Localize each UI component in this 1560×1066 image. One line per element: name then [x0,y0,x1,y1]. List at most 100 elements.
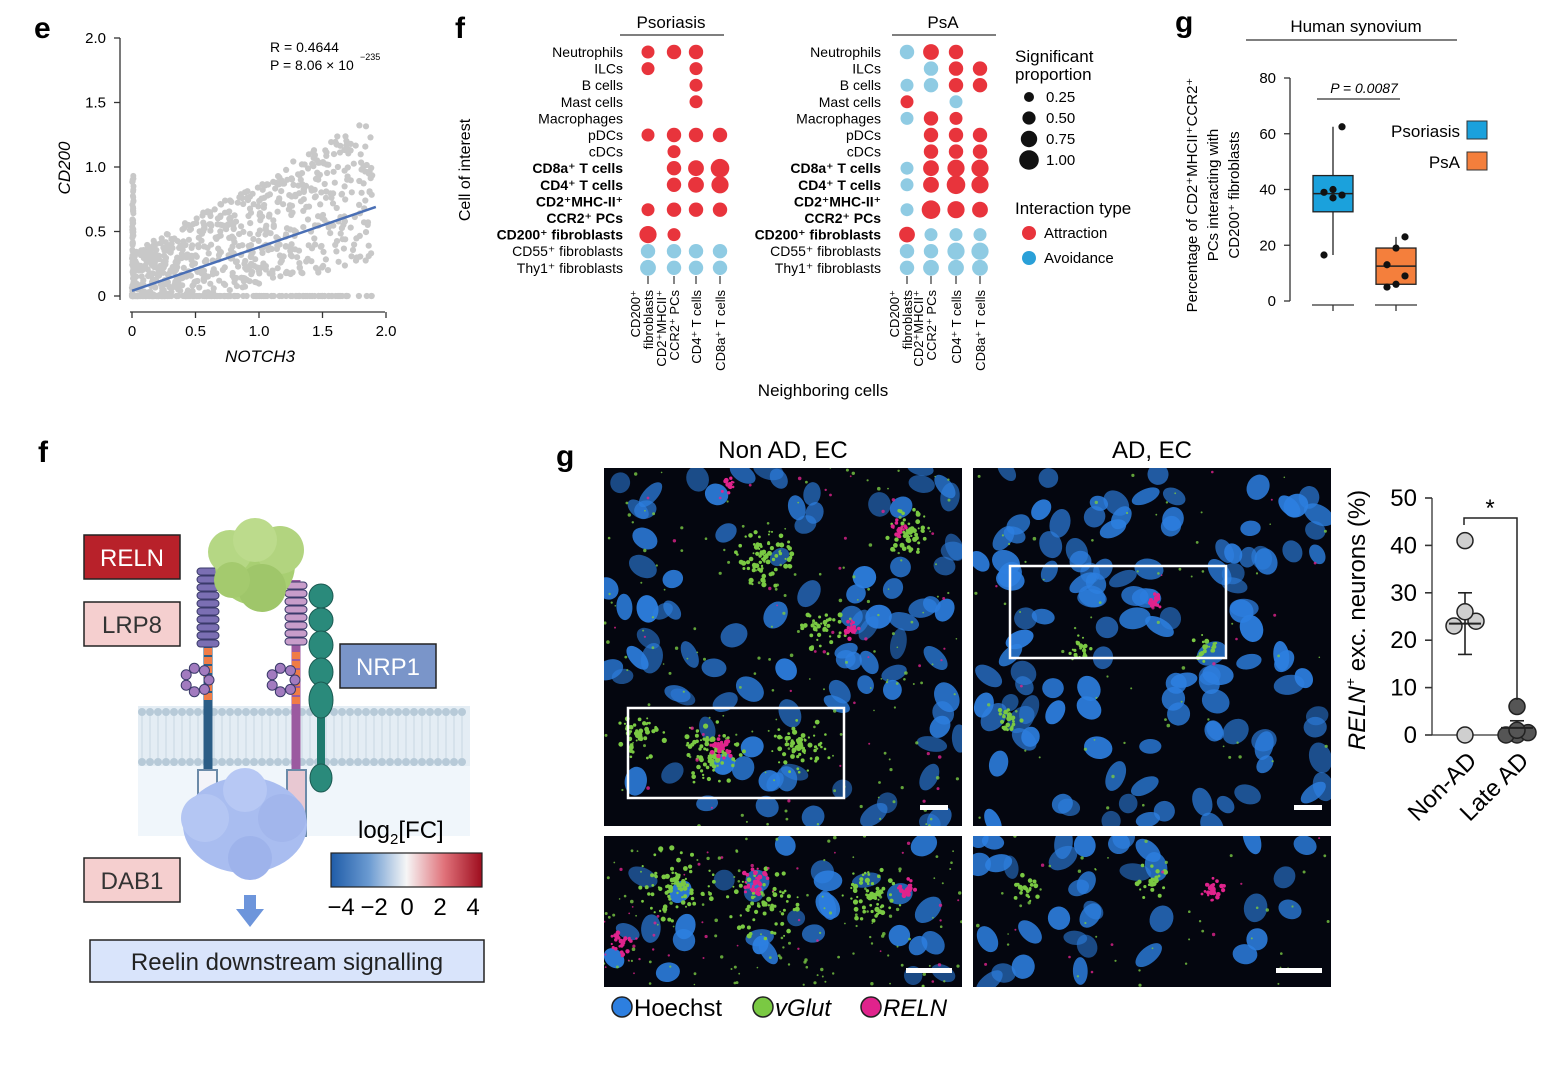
boxplot-y-tick-label: 20 [1259,237,1276,254]
attraction-dot [948,78,964,93]
scatter-point [304,216,312,223]
dotplot-column-label: CD2⁺MHCII⁺ [654,290,669,367]
scatter-point [295,182,302,189]
scatter-point [310,154,317,161]
dotplot-row-label: CD8a⁺ T cells [532,160,623,176]
scatter-point [337,230,344,237]
attraction-dot [972,127,988,143]
scatter-y-tick-label: 1.5 [85,95,106,112]
avoidance-dot [973,228,987,242]
scatter-point [274,208,281,215]
avoidance-dot [666,260,682,275]
scatter-point [247,209,255,216]
scatter-point [247,262,254,269]
scatter-point [196,292,203,300]
boxplot-ylabel: Percentage of CD2⁺MHCII⁺CCR2⁺ PCs intera… [1184,78,1243,313]
scatter-point [274,198,281,206]
attraction-dot [712,202,728,217]
scatter-point [129,192,136,199]
scatter-point [153,246,160,254]
scatter-point [312,264,320,271]
scatter-point [264,292,271,300]
scatter-point [323,188,330,195]
scatter-point [358,189,365,196]
scatter-point [260,204,267,211]
boxplot-groups [1312,123,1417,291]
scatter-point [256,292,263,300]
scatter-point [256,270,263,277]
scatter-point [145,292,152,300]
scatter-point [208,241,215,248]
dotplot-column-label: fibroblasts [641,290,656,350]
scatter-point [320,248,327,255]
scatter-point [254,184,261,191]
scatter-point [362,143,369,150]
avoidance-dot [923,78,939,93]
dotplot-dots-psoriasis [639,44,730,276]
dotplot-row-label: CD200⁺ fibroblasts [497,227,624,243]
scatter-point [150,292,157,300]
scatter-point [330,151,338,158]
scatter-point [319,264,326,271]
dotstrip-point [1445,617,1463,635]
avoidance-dot [640,259,656,276]
scatter-point [229,269,236,277]
scatter-point [248,268,255,276]
scatter-point [252,256,259,263]
scatter-point [269,274,277,281]
significance-star: * [1485,495,1494,522]
scatter-point [363,292,370,300]
scatter-point [342,196,349,203]
regression-line [131,205,377,293]
scatter-point [162,258,169,265]
scatter-x-ticks: 0 0.5 1.0 1.5 2.0 [128,312,396,340]
dotplot-row-label: Macrophages [538,110,623,126]
scatter-point [280,201,287,208]
legend-size-dot [1024,92,1034,102]
scatter-point [146,270,153,277]
panel-letter-g-bottom: g [556,440,574,473]
colorbar-tick-label: −4 [327,894,354,921]
scatter-point [138,273,145,280]
dotplot-row-label: CD55⁺ fibroblasts [770,243,881,259]
scatter-point [342,236,349,243]
scatter-plot: 0 0.5 1.0 1.5 2.0 0 0.5 1.0 1.5 2.0 NOTCH3 CD200… [55,30,396,366]
scatter-xlabel: NOTCH3 [225,347,295,366]
scatter-point [262,266,269,273]
scatter-point [186,226,193,233]
dotplot-row-label: Macrophages [796,110,881,126]
scatter-point [222,197,229,204]
boxplot-legend-psoriasis-swatch [1466,120,1488,140]
scatter-point [188,252,195,259]
scatter-point [182,292,189,300]
scatter-point [240,292,247,300]
scatter-point [158,235,165,242]
scatter-point [270,217,277,224]
boxplot-legend-psoriasis: Psoriasis [1391,122,1460,141]
dotstrip-y-tick-label: 40 [1390,532,1417,559]
avoidance-dot [899,244,915,259]
scatter-point [352,142,359,149]
scatter-point [169,236,176,243]
scatter-point [195,244,202,251]
scatter-point [231,292,238,300]
box-psoriasis [1312,123,1354,259]
dotplot-row-label: Thy1⁺ fibroblasts [775,260,881,276]
box-point [1401,272,1409,280]
scatter-point [207,221,214,228]
dotstrip-y-ticks: 0 10 20 30 40 50 [1390,485,1432,749]
scatter-point [129,246,136,253]
scale-bar-3 [906,968,952,973]
scatter-point [267,230,274,237]
dotplot-xlabel: Neighboring cells [758,381,888,400]
dotstrip-point [1467,612,1485,630]
scatter-point [268,245,275,253]
dotplot-row-label: pDCs [588,127,623,143]
scatter-point [259,186,266,193]
scatter-point [129,268,136,274]
dotstrip-point [1508,697,1526,716]
scatter-point [355,292,362,300]
scatter-point [329,292,336,300]
